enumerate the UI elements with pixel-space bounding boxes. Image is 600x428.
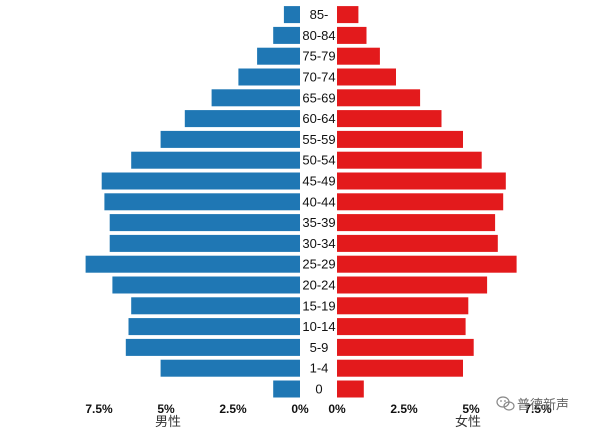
female-bar-25-29 [337, 255, 517, 273]
age-label-60-64: 60-64 [302, 111, 335, 126]
female-bar-55-59 [337, 130, 463, 148]
male-tick-label: 5% [157, 402, 175, 416]
male-bar-0 [273, 380, 300, 398]
male-bar-85- [283, 6, 300, 24]
male-axis-label: 男性 [155, 415, 181, 428]
age-label-5-9: 5-9 [310, 340, 329, 355]
male-tick-label: 2.5% [219, 402, 247, 416]
female-bar-85- [337, 6, 359, 24]
age-label-1-4: 1-4 [310, 361, 329, 376]
female-bar-35-39 [337, 214, 496, 232]
male-bar-30-34 [109, 234, 300, 252]
age-label-30-34: 30-34 [302, 236, 335, 251]
male-axis-ticks: 7.5% 5% 2.5% 0% [85, 402, 309, 416]
female-bars-group [337, 6, 517, 398]
female-axis-label: 女性 [455, 414, 481, 428]
male-bar-1-4 [160, 359, 300, 377]
watermark: 普德新声 [496, 396, 569, 413]
female-tick-label: 0% [328, 402, 346, 416]
female-bar-30-34 [337, 234, 498, 252]
male-tick-label: 0% [291, 402, 309, 416]
age-label-25-29: 25-29 [302, 257, 335, 272]
male-bar-50-54 [131, 151, 300, 169]
male-bar-80-84 [273, 26, 300, 44]
male-bar-25-29 [85, 255, 300, 273]
female-bar-5-9 [337, 338, 474, 356]
female-bar-80-84 [337, 26, 367, 44]
watermark-text: 普德新声 [517, 397, 569, 413]
male-bar-40-44 [104, 193, 301, 211]
female-bar-10-14 [337, 318, 466, 336]
male-bar-20-24 [112, 276, 301, 294]
male-bar-55-59 [160, 130, 300, 148]
male-bar-35-39 [109, 214, 300, 232]
age-label-20-24: 20-24 [302, 278, 335, 293]
female-bar-50-54 [337, 151, 482, 169]
female-bar-65-69 [337, 89, 421, 107]
age-label-50-54: 50-54 [302, 153, 335, 168]
male-bars-group [85, 6, 301, 398]
female-bar-60-64 [337, 110, 442, 128]
age-label-40-44: 40-44 [302, 194, 335, 209]
male-bar-45-49 [101, 172, 300, 190]
male-bar-60-64 [184, 110, 300, 128]
age-label-0: 0 [315, 382, 322, 397]
male-bar-5-9 [125, 338, 300, 356]
female-bar-0 [337, 380, 364, 398]
age-label-55-59: 55-59 [302, 132, 335, 147]
age-label-75-79: 75-79 [302, 49, 335, 64]
female-axis-ticks: 0% 2.5% 5% 7.5% [328, 402, 552, 416]
female-tick-label: 2.5% [390, 402, 418, 416]
female-bar-20-24 [337, 276, 488, 294]
male-bar-10-14 [128, 318, 300, 336]
female-tick-label: 5% [462, 402, 480, 416]
age-label-15-19: 15-19 [302, 298, 335, 313]
age-label-80-84: 80-84 [302, 28, 335, 43]
female-bar-45-49 [337, 172, 506, 190]
male-bar-15-19 [131, 297, 300, 315]
age-label-70-74: 70-74 [302, 70, 335, 85]
age-label-35-39: 35-39 [302, 215, 335, 230]
male-bar-70-74 [238, 68, 300, 86]
age-label-10-14: 10-14 [302, 319, 335, 334]
wechat-icon [496, 396, 515, 411]
female-bar-40-44 [337, 193, 504, 211]
female-bar-70-74 [337, 68, 396, 86]
male-tick-label: 7.5% [85, 402, 113, 416]
age-labels-group: 0 1-4 5-9 10-14 15-19 20-24 25-29 30-34 35-39 40-… [302, 7, 335, 396]
male-bar-75-79 [257, 47, 300, 65]
female-tick-label: 7.5% [524, 402, 552, 416]
age-label-65-69: 65-69 [302, 90, 335, 105]
female-bar-15-19 [337, 297, 469, 315]
age-label-85-: 85- [310, 7, 329, 22]
female-bar-75-79 [337, 47, 380, 65]
male-bar-65-69 [211, 89, 300, 107]
female-bar-1-4 [337, 359, 463, 377]
age-label-45-49: 45-49 [302, 174, 335, 189]
